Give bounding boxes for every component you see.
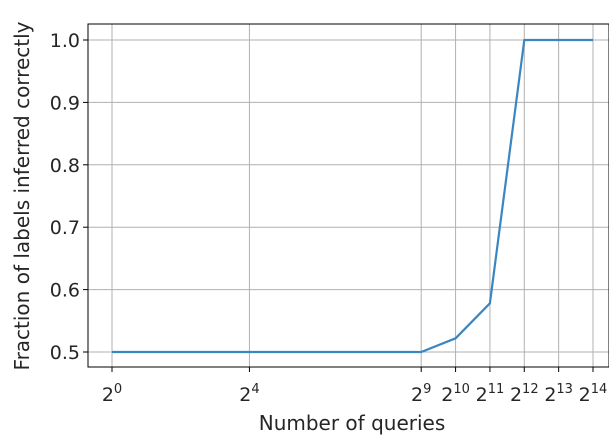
series-line (112, 38, 593, 354)
plot-frame (87, 23, 609, 368)
x-tick-label: 29 (411, 382, 431, 406)
x-tick-label: 212 (510, 382, 539, 406)
y-tick-label: 0.6 (50, 280, 80, 302)
x-tick-label: 210 (441, 382, 470, 406)
x-tick-label: 214 (579, 382, 608, 406)
x-axis-label: Number of queries (259, 411, 446, 435)
x-tick-label: 213 (544, 382, 573, 406)
y-axis-ticks: 0.5 0.6 0.7 0.8 0.9 1.0 (50, 30, 88, 364)
grid-lines (88, 24, 609, 367)
y-tick-label: 0.7 (50, 217, 80, 239)
y-tick-label: 0.8 (50, 155, 80, 177)
y-axis-label: Fraction of labels inferred correctly (10, 21, 34, 370)
y-tick-label: 1.0 (50, 30, 80, 52)
x-tick-label: 24 (239, 382, 259, 406)
y-tick-label: 0.5 (50, 342, 80, 364)
series-group (111, 38, 594, 354)
x-axis-ticks: 20 24 29 210 211 212 213 214 (102, 367, 608, 406)
x-tick-label: 211 (476, 382, 505, 406)
x-tick-label: 20 (102, 382, 122, 406)
y-tick-label: 0.9 (50, 92, 80, 114)
